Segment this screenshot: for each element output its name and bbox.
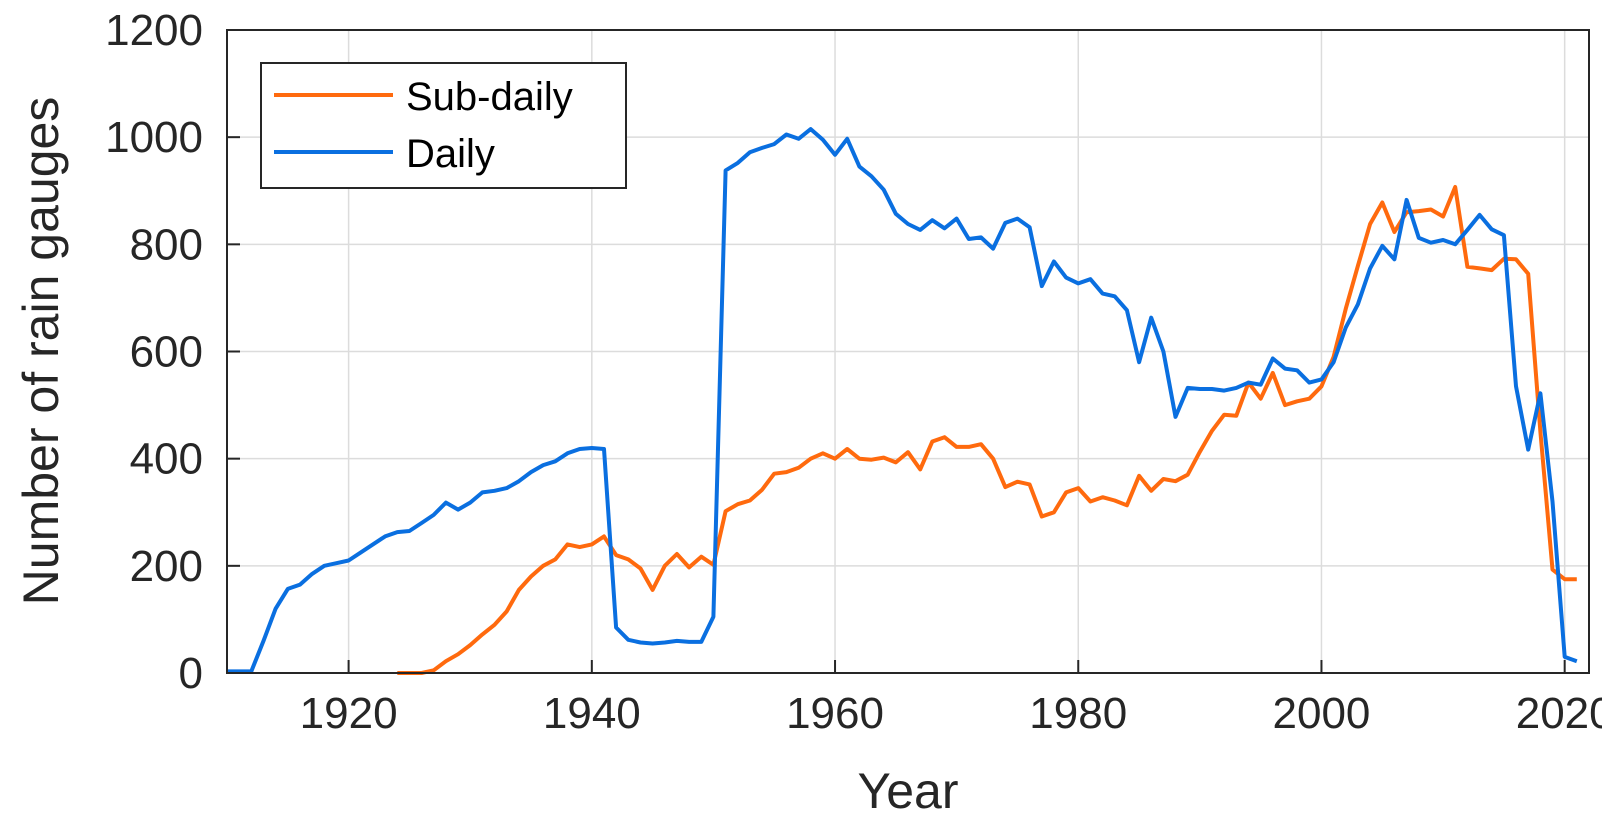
legend-box [260,62,627,189]
series-line-sub-daily [397,185,1577,675]
y-axis-ticks: 0 200 400 600 800 1000 1200 [105,6,240,698]
x-axis-label: Year [857,763,958,819]
y-axis-label: Number of rain gauges [13,97,69,606]
x-tick-label: 1940 [543,689,641,738]
x-tick-label: 2000 [1273,689,1371,738]
legend-label-sub-daily: Sub-daily [406,75,573,119]
legend-label-daily: Daily [406,132,495,176]
series-lines [227,127,1578,675]
y-tick-label: 1200 [105,6,203,55]
y-tick-label: 0 [179,649,203,698]
y-tick-label: 800 [130,220,203,269]
y-tick-label: 1000 [105,113,203,162]
series-line-daily [227,127,1578,674]
x-tick-label: 1960 [786,689,884,738]
legend: Sub-daily Daily [260,62,627,189]
x-tick-label: 1920 [300,689,398,738]
y-tick-label: 600 [130,328,203,377]
x-axis-ticks: 1920 1940 1960 1980 2000 2020 [300,660,1602,738]
x-tick-label: 2020 [1516,689,1602,738]
y-tick-label: 400 [130,435,203,484]
x-tick-label: 1980 [1029,689,1127,738]
y-tick-label: 200 [130,542,203,591]
